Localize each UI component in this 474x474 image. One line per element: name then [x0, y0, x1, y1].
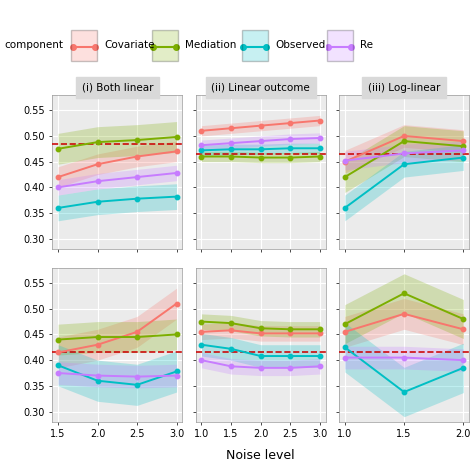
Title: (iii) Log-linear: (iii) Log-linear — [368, 82, 440, 92]
Text: Noise level: Noise level — [227, 449, 295, 462]
Text: Re: Re — [360, 40, 373, 50]
Text: Observed: Observed — [275, 40, 325, 50]
Text: Mediation: Mediation — [185, 40, 236, 50]
Text: component: component — [5, 40, 64, 50]
Title: (i) Both linear: (i) Both linear — [82, 82, 153, 92]
Title: (ii) Linear outcome: (ii) Linear outcome — [211, 82, 310, 92]
Text: Covariate: Covariate — [104, 40, 155, 50]
